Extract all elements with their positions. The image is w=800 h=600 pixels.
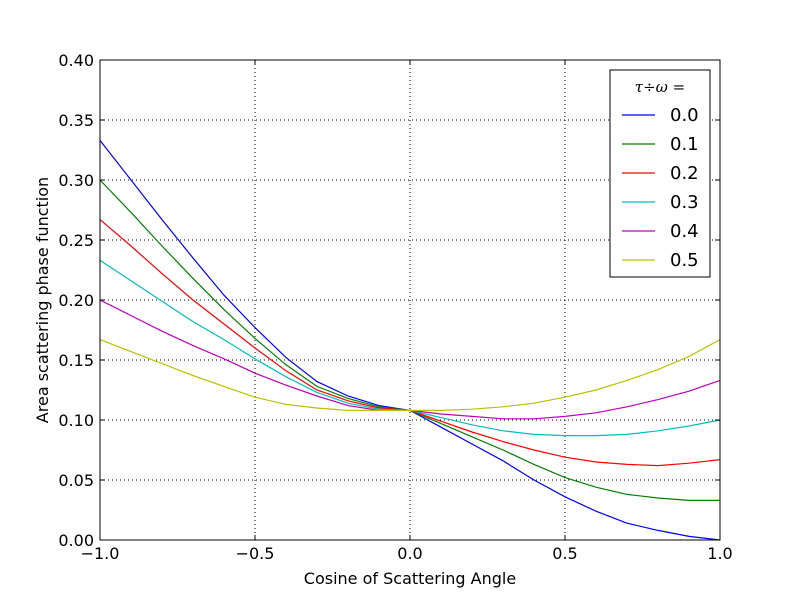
x-tick-label: −1.0 [81, 544, 120, 563]
legend-label: 0.3 [670, 192, 699, 213]
series-lines [99, 140, 721, 541]
legend-entries: 0.0 0.1 0.2 0.3 0.4 0.5 [622, 105, 699, 271]
y-tick-label: 0.10 [58, 411, 94, 430]
y-tick-label: 0.35 [58, 111, 94, 130]
legend-label: 0.4 [670, 221, 699, 242]
y-axis-label: Area scattering phase function [33, 177, 52, 423]
legend: τ÷ω = 0.0 0.1 0.2 0.3 0.4 0.5 [609, 69, 711, 278]
series-line-0-5 [99, 339, 721, 411]
legend-title: τ÷ω = [635, 78, 685, 96]
y-tick-label: 0.05 [58, 471, 94, 490]
x-tick-label: 1.0 [707, 544, 732, 563]
legend-label: 0.5 [670, 250, 699, 271]
y-tick-label: 0.25 [58, 231, 94, 250]
y-tick-label: 0.20 [58, 291, 94, 310]
x-tick-label: 0.5 [552, 544, 577, 563]
legend-label: 0.1 [670, 134, 699, 155]
y-tick-label: 0.15 [58, 351, 94, 370]
x-tick-label: −0.5 [236, 544, 275, 563]
y-tick-label: 0.30 [58, 171, 94, 190]
y-tick-label: 0.40 [58, 51, 94, 70]
legend-label: 0.0 [670, 105, 699, 126]
axis-ticks: −1.0 −0.5 0.0 0.5 1.0 0.00 0.05 0.10 0.15 0.20 0.2… [58, 51, 732, 563]
legend-label: 0.2 [670, 163, 699, 184]
y-tick-label: 0.00 [58, 531, 94, 550]
x-tick-label: 0.0 [397, 544, 422, 563]
x-axis-label: Cosine of Scattering Angle [304, 569, 516, 588]
